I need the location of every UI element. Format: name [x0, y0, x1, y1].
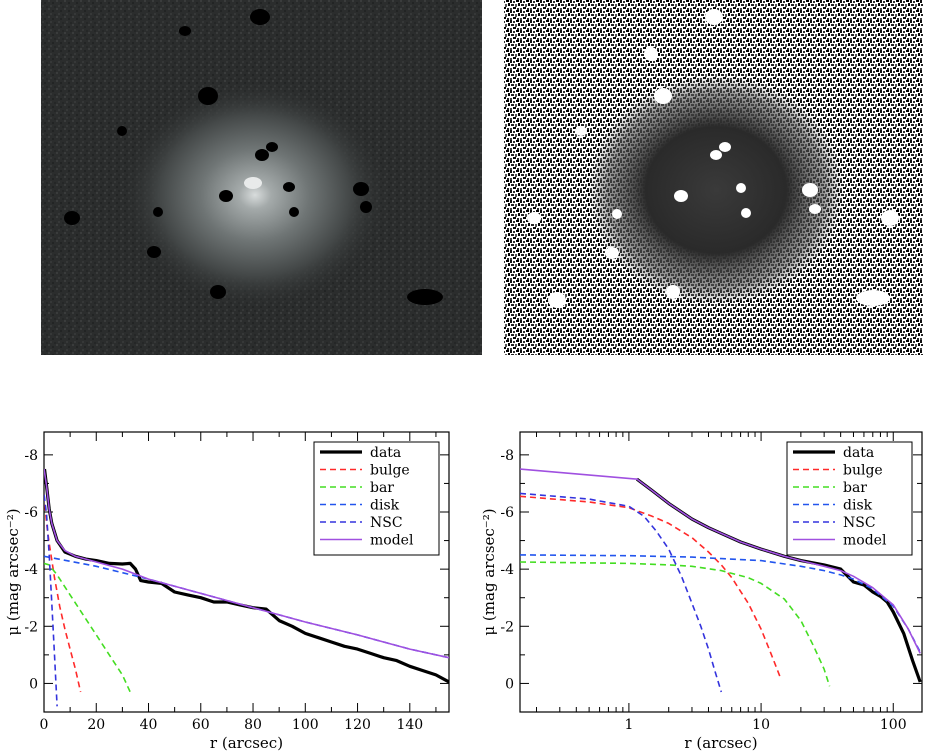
- legend-box: [786, 441, 913, 556]
- series-group: [44, 468, 449, 707]
- series-model-line: [520, 468, 921, 654]
- legend-label-bar: bar: [370, 480, 394, 496]
- legend-label-disk: disk: [843, 498, 873, 514]
- series-disk-line: [520, 554, 921, 653]
- residual-image-panel: [504, 0, 923, 355]
- profile-plot-log: 1 10 100 -8 -6 -4 -2 0 r (arcsec) μ (mag arcsec⁻²…: [480, 431, 923, 752]
- x-tick-label: 60: [192, 717, 210, 733]
- x-tick-label: 1: [624, 717, 633, 733]
- galaxy-image-panel: [41, 0, 482, 355]
- y-tick-label: -2: [24, 619, 38, 635]
- series-model-line: [44, 468, 449, 659]
- y-tick-label: 0: [29, 676, 38, 692]
- series-nsc-line: [520, 492, 723, 693]
- y-tick-label: 0: [505, 676, 514, 692]
- y-axis-label: μ (mag arcsec⁻²): [4, 508, 22, 635]
- legend-label-bulge: bulge: [843, 463, 883, 479]
- masked-sources: [64, 9, 443, 305]
- profile-plot-linear: 0 20 40 60 80 100 120 140 -8 -6 -4 -2 0 r (arcsec) μ (…: [4, 431, 450, 752]
- legend-label-model: model: [370, 533, 414, 549]
- legend-label-bulge: bulge: [370, 463, 410, 479]
- legend-label-nsc: NSC: [370, 515, 403, 531]
- legend-label-nsc: NSC: [843, 515, 876, 531]
- legend-box: [313, 441, 440, 556]
- series-bulge-line: [44, 494, 82, 693]
- y-tick-label: -6: [24, 505, 38, 521]
- x-axis-label: r (arcsec): [210, 734, 283, 752]
- masked-sources-white: [527, 9, 899, 308]
- x-tick-label: 140: [396, 717, 423, 733]
- y-tick-label: -6: [500, 505, 514, 521]
- x-tick-label: 120: [344, 717, 371, 733]
- x-tick-label: 40: [140, 717, 158, 733]
- legend-label-data: data: [843, 445, 874, 461]
- legend-label-bar: bar: [843, 480, 867, 496]
- x-axis-label: r (arcsec): [684, 734, 757, 752]
- x-tick-label: 20: [87, 717, 105, 733]
- legend-label-model: model: [843, 533, 887, 549]
- x-tick-label: 100: [880, 717, 907, 733]
- legend-label-disk: disk: [370, 498, 400, 514]
- legend-label-data: data: [370, 445, 401, 461]
- x-tick-label: 80: [244, 717, 262, 733]
- series-group: [520, 468, 922, 693]
- y-tick-label: -4: [24, 562, 38, 578]
- y-tick-label: -8: [24, 448, 38, 464]
- x-tick-label: 10: [752, 717, 770, 733]
- x-tick-label: 0: [40, 717, 49, 733]
- y-tick-label: -4: [500, 562, 514, 578]
- plot-frame: [43, 431, 450, 713]
- series-bulge-line: [520, 495, 782, 678]
- series-nsc-line: [44, 494, 58, 707]
- y-tick-label: -8: [500, 448, 514, 464]
- y-axis-label: μ (mag arcsec⁻²): [480, 508, 498, 635]
- series-bar-line: [520, 561, 831, 687]
- series-bar-line: [44, 562, 131, 693]
- x-tick-label: 100: [292, 717, 319, 733]
- y-tick-label: -2: [500, 619, 514, 635]
